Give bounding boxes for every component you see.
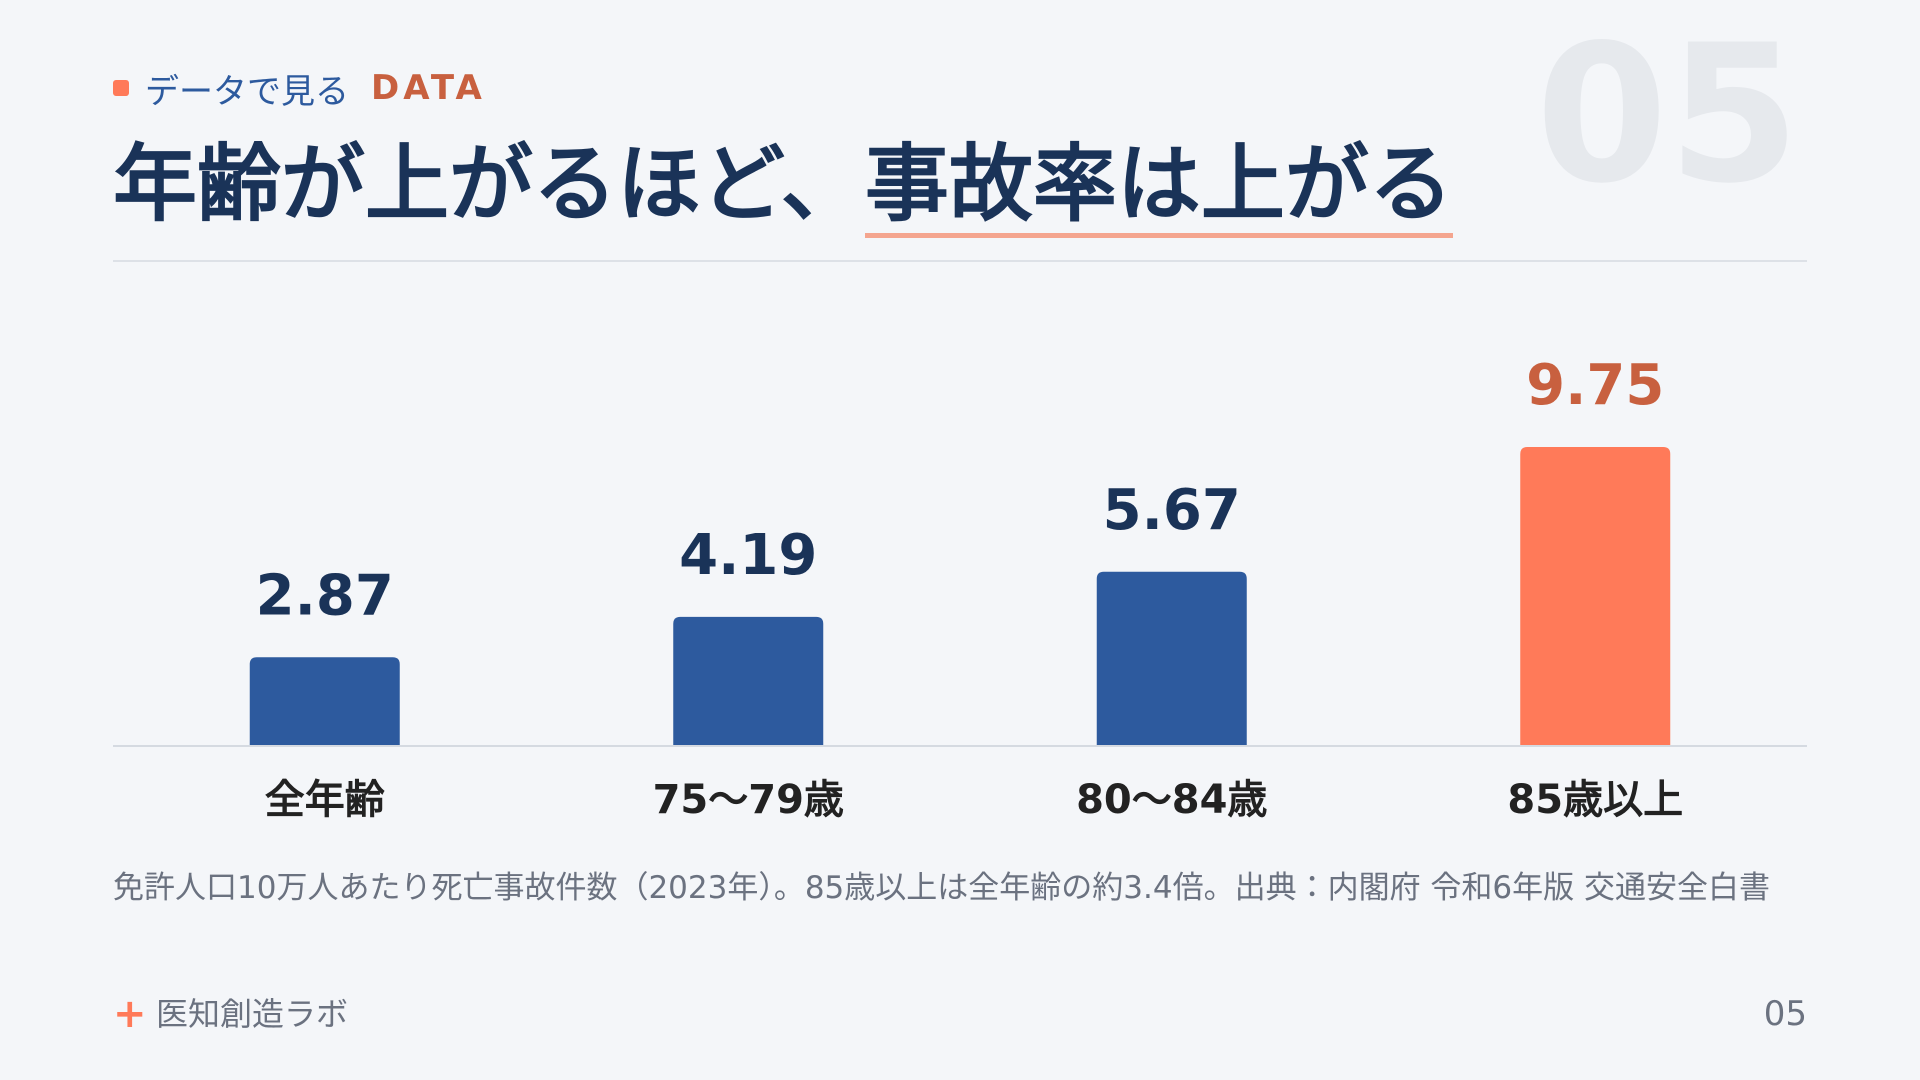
value-label: 9.75 <box>1526 353 1664 418</box>
label-text: データで見る <box>145 71 349 112</box>
category-label: 85歳以上 <box>1507 777 1683 823</box>
value-label: 2.87 <box>256 563 394 628</box>
title-emphasis: 事故率は上がる <box>864 135 1453 238</box>
bar <box>249 657 400 745</box>
brand-icon: + <box>113 991 147 1037</box>
category-label: 80〜84歳 <box>1076 777 1267 823</box>
label-dot <box>113 80 129 96</box>
bar <box>1520 447 1671 745</box>
watermark: 05 <box>1535 4 1800 225</box>
chart: 2.87 全年齢 4.19 75〜79歳 5.67 80〜84歳 9.75 85歳以上 <box>113 353 1807 823</box>
title: 年齢が上がるほど、事故率は上がる <box>113 135 1453 238</box>
bar <box>1096 571 1247 745</box>
value-label: 5.67 <box>1103 478 1241 543</box>
label-en: DATA <box>371 68 486 108</box>
bar <box>673 616 824 745</box>
divider <box>113 260 1807 262</box>
section-label: データで見る DATA <box>113 66 486 112</box>
category-label: 全年齢 <box>265 777 385 823</box>
brand: 医知創造ラボ <box>156 995 349 1033</box>
title-lead: 年齢が上がるほど、 <box>113 135 865 233</box>
page-number: 05 <box>1763 994 1807 1034</box>
category-label: 75〜79歳 <box>653 777 844 823</box>
footnote: 免許人口10万人あたり死亡事故件数（2023年）。85歳以上は全年齢の約3.4倍… <box>113 870 1771 906</box>
value-label: 4.19 <box>679 523 817 588</box>
